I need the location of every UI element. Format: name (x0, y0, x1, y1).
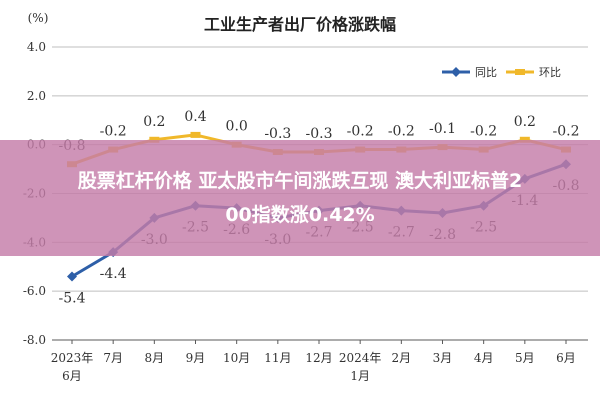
data-label: -4.4 (100, 266, 127, 282)
x-tick-label: 7月 (103, 351, 123, 365)
legend-marker (451, 67, 461, 77)
x-tick-label: 10月 (223, 351, 250, 365)
headline-line-2: 00指数涨0.42% (225, 204, 375, 226)
data-label: -0.2 (388, 124, 415, 140)
y-tick-label: 2.0 (27, 89, 46, 103)
x-tick-label: 4月 (474, 351, 494, 365)
x-tick-label: 6月 (556, 351, 576, 365)
data-label: -0.2 (100, 124, 127, 140)
data-label: -0.2 (553, 124, 580, 140)
y-tick-label: 4.0 (27, 40, 46, 54)
legend-label-2: 环比 (539, 66, 561, 79)
data-label: 0.2 (514, 114, 536, 130)
data-label: -0.2 (470, 124, 497, 140)
x-tick-label: 2月 (392, 351, 412, 365)
x-tick-label: 2024年 (339, 351, 382, 365)
data-point (149, 136, 160, 143)
chart-title: 工业生产者出厂价格涨跌幅 (204, 15, 396, 34)
data-label: -0.2 (347, 124, 374, 140)
x-tick-label: 1月 (350, 369, 370, 383)
data-label: -0.1 (429, 121, 456, 137)
data-label: 0.4 (184, 109, 206, 125)
x-tick-label: 8月 (145, 351, 165, 365)
data-label: -0.3 (264, 126, 291, 142)
data-point (190, 131, 201, 138)
x-tick-label: 5月 (515, 351, 535, 365)
y-tick-label: -6.0 (23, 284, 46, 298)
x-tick-label: 12月 (305, 351, 332, 365)
x-tick-label: 9月 (186, 351, 206, 365)
data-label: 0.2 (143, 114, 165, 130)
x-tick-label: 3月 (433, 351, 453, 365)
x-tick-label: 6月 (62, 369, 82, 383)
data-label: 0.0 (226, 119, 248, 135)
data-label: -5.4 (59, 291, 86, 307)
x-tick-label: 2023年 (51, 351, 94, 365)
y-tick-label: -8.0 (23, 333, 46, 347)
data-point (67, 271, 77, 282)
headline-line-1: 股票杠杆价格 亚太股市午间涨跌互现 澳大利亚标普2 (77, 170, 523, 192)
data-label: -0.3 (306, 126, 333, 142)
y-axis-unit: (%) (28, 11, 49, 25)
legend-label-1: 同比 (475, 66, 497, 79)
x-tick-label: 11月 (264, 351, 291, 365)
legend-marker (515, 69, 525, 75)
data-point (519, 136, 530, 143)
headline-banner: 股票杠杆价格 亚太股市午间涨跌互现 澳大利亚标普2 00指数涨0.42% (0, 140, 600, 256)
